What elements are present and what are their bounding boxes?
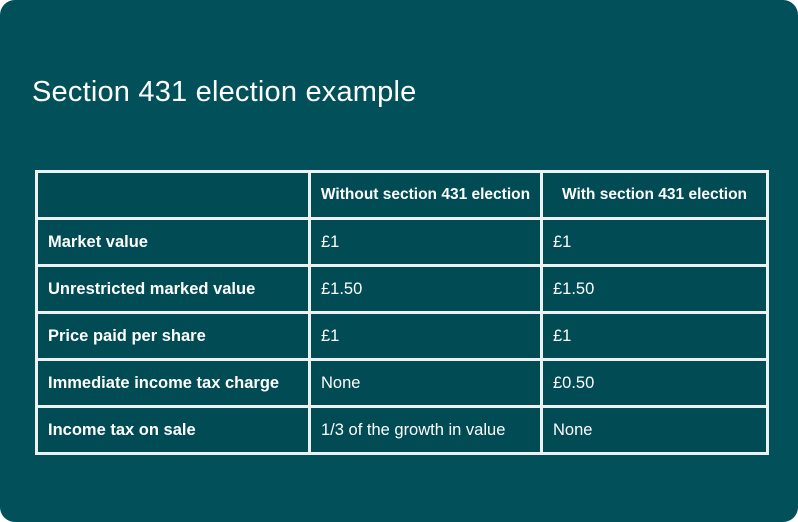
cell-price-paid-with: £1 — [540, 311, 769, 361]
comparison-table: Without section 431 election With sectio… — [35, 170, 769, 455]
cell-price-paid-without: £1 — [308, 311, 543, 361]
page-title: Section 431 election example — [32, 76, 417, 108]
cell-market-value-with: £1 — [540, 217, 769, 267]
table-row: Unrestricted marked value £1.50 £1.50 — [35, 264, 769, 314]
cell-market-value-without: £1 — [308, 217, 543, 267]
table-row: Price paid per share £1 £1 — [35, 311, 769, 361]
table-row: Market value £1 £1 — [35, 217, 769, 267]
cell-unrestricted-value-with: £1.50 — [540, 264, 769, 314]
table-header-row: Without section 431 election With sectio… — [35, 170, 769, 220]
row-label-price-paid: Price paid per share — [35, 311, 311, 361]
header-cell-without-election: Without section 431 election — [308, 170, 543, 220]
table-row: Immediate income tax charge None £0.50 — [35, 358, 769, 408]
row-label-immediate-tax: Immediate income tax charge — [35, 358, 311, 408]
cell-tax-on-sale-without: 1/3 of the growth in value — [308, 405, 543, 455]
row-label-unrestricted-value: Unrestricted marked value — [35, 264, 311, 314]
row-label-market-value: Market value — [35, 217, 311, 267]
cell-immediate-tax-with: £0.50 — [540, 358, 769, 408]
table-row: Income tax on sale 1/3 of the growth in … — [35, 405, 769, 455]
cell-unrestricted-value-without: £1.50 — [308, 264, 543, 314]
cell-immediate-tax-without: None — [308, 358, 543, 408]
row-label-tax-on-sale: Income tax on sale — [35, 405, 311, 455]
header-cell-with-election: With section 431 election — [540, 170, 769, 220]
cell-tax-on-sale-with: None — [540, 405, 769, 455]
header-cell-empty — [35, 170, 311, 220]
